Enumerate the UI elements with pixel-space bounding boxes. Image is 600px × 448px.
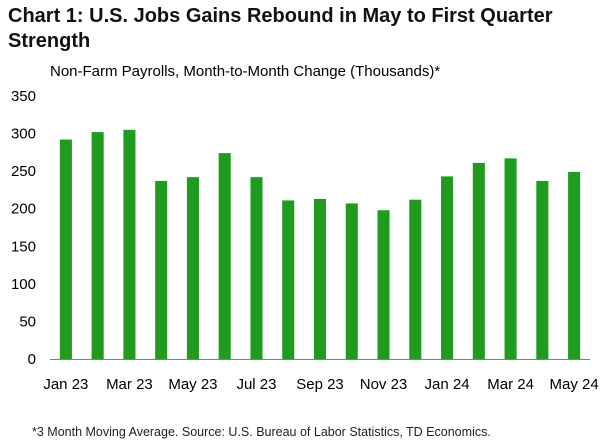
bar-apr-23 bbox=[155, 180, 168, 359]
y-tick-label: 350 bbox=[11, 88, 36, 105]
chart-subtitle: Non-Farm Payrolls, Month-to-Month Change… bbox=[50, 63, 441, 80]
x-axis: Jan 23 Mar 23 May 23 Jul 23 Sep 23 Nov 23 Jan … bbox=[43, 376, 598, 393]
y-tick-label: 50 bbox=[19, 313, 36, 330]
x-tick-label: Jan 23 bbox=[43, 376, 88, 393]
bar-may-24 bbox=[568, 171, 581, 359]
footnote: *3 Month Moving Average. Source: U.S. Bu… bbox=[32, 425, 491, 439]
bar-dec-23 bbox=[409, 199, 422, 359]
y-tick-label: 150 bbox=[11, 238, 36, 255]
bar-jun-23 bbox=[218, 153, 231, 359]
bar-mar-24 bbox=[504, 158, 517, 359]
x-tick-label: Sep 23 bbox=[296, 376, 344, 393]
x-tick-label: Nov 23 bbox=[360, 376, 408, 393]
x-tick-label: Jan 24 bbox=[425, 376, 470, 393]
y-tick-label: 300 bbox=[11, 126, 36, 143]
y-tick-label: 0 bbox=[28, 351, 36, 368]
bar-aug-23 bbox=[282, 200, 295, 359]
x-tick-label: May 24 bbox=[550, 376, 599, 393]
bar-jul-23 bbox=[250, 177, 263, 359]
bar-feb-23 bbox=[91, 132, 104, 359]
x-tick-label: Mar 24 bbox=[487, 376, 534, 393]
bar-nov-23 bbox=[377, 210, 390, 359]
bar-jan-24 bbox=[441, 176, 454, 359]
bars-group bbox=[59, 129, 581, 359]
bar-feb-24 bbox=[472, 162, 485, 359]
bar-apr-24 bbox=[536, 180, 549, 359]
bar-sep-23 bbox=[313, 198, 327, 359]
x-tick-label: May 23 bbox=[168, 376, 217, 393]
y-tick-label: 250 bbox=[11, 163, 36, 180]
chart-title: Chart 1: U.S. Jobs Gains Rebound in May … bbox=[8, 5, 553, 52]
bar-may-23 bbox=[186, 177, 199, 359]
y-tick-label: 200 bbox=[11, 201, 36, 218]
x-tick-label: Mar 23 bbox=[106, 376, 153, 393]
y-tick-label: 100 bbox=[11, 276, 36, 293]
bar-mar-23 bbox=[123, 129, 136, 359]
bar-oct-23 bbox=[345, 203, 358, 359]
y-axis: 0 50 100 150 200 250 300 350 bbox=[11, 88, 36, 368]
bar-jan-23 bbox=[59, 139, 72, 359]
x-tick-label: Jul 23 bbox=[236, 376, 276, 393]
